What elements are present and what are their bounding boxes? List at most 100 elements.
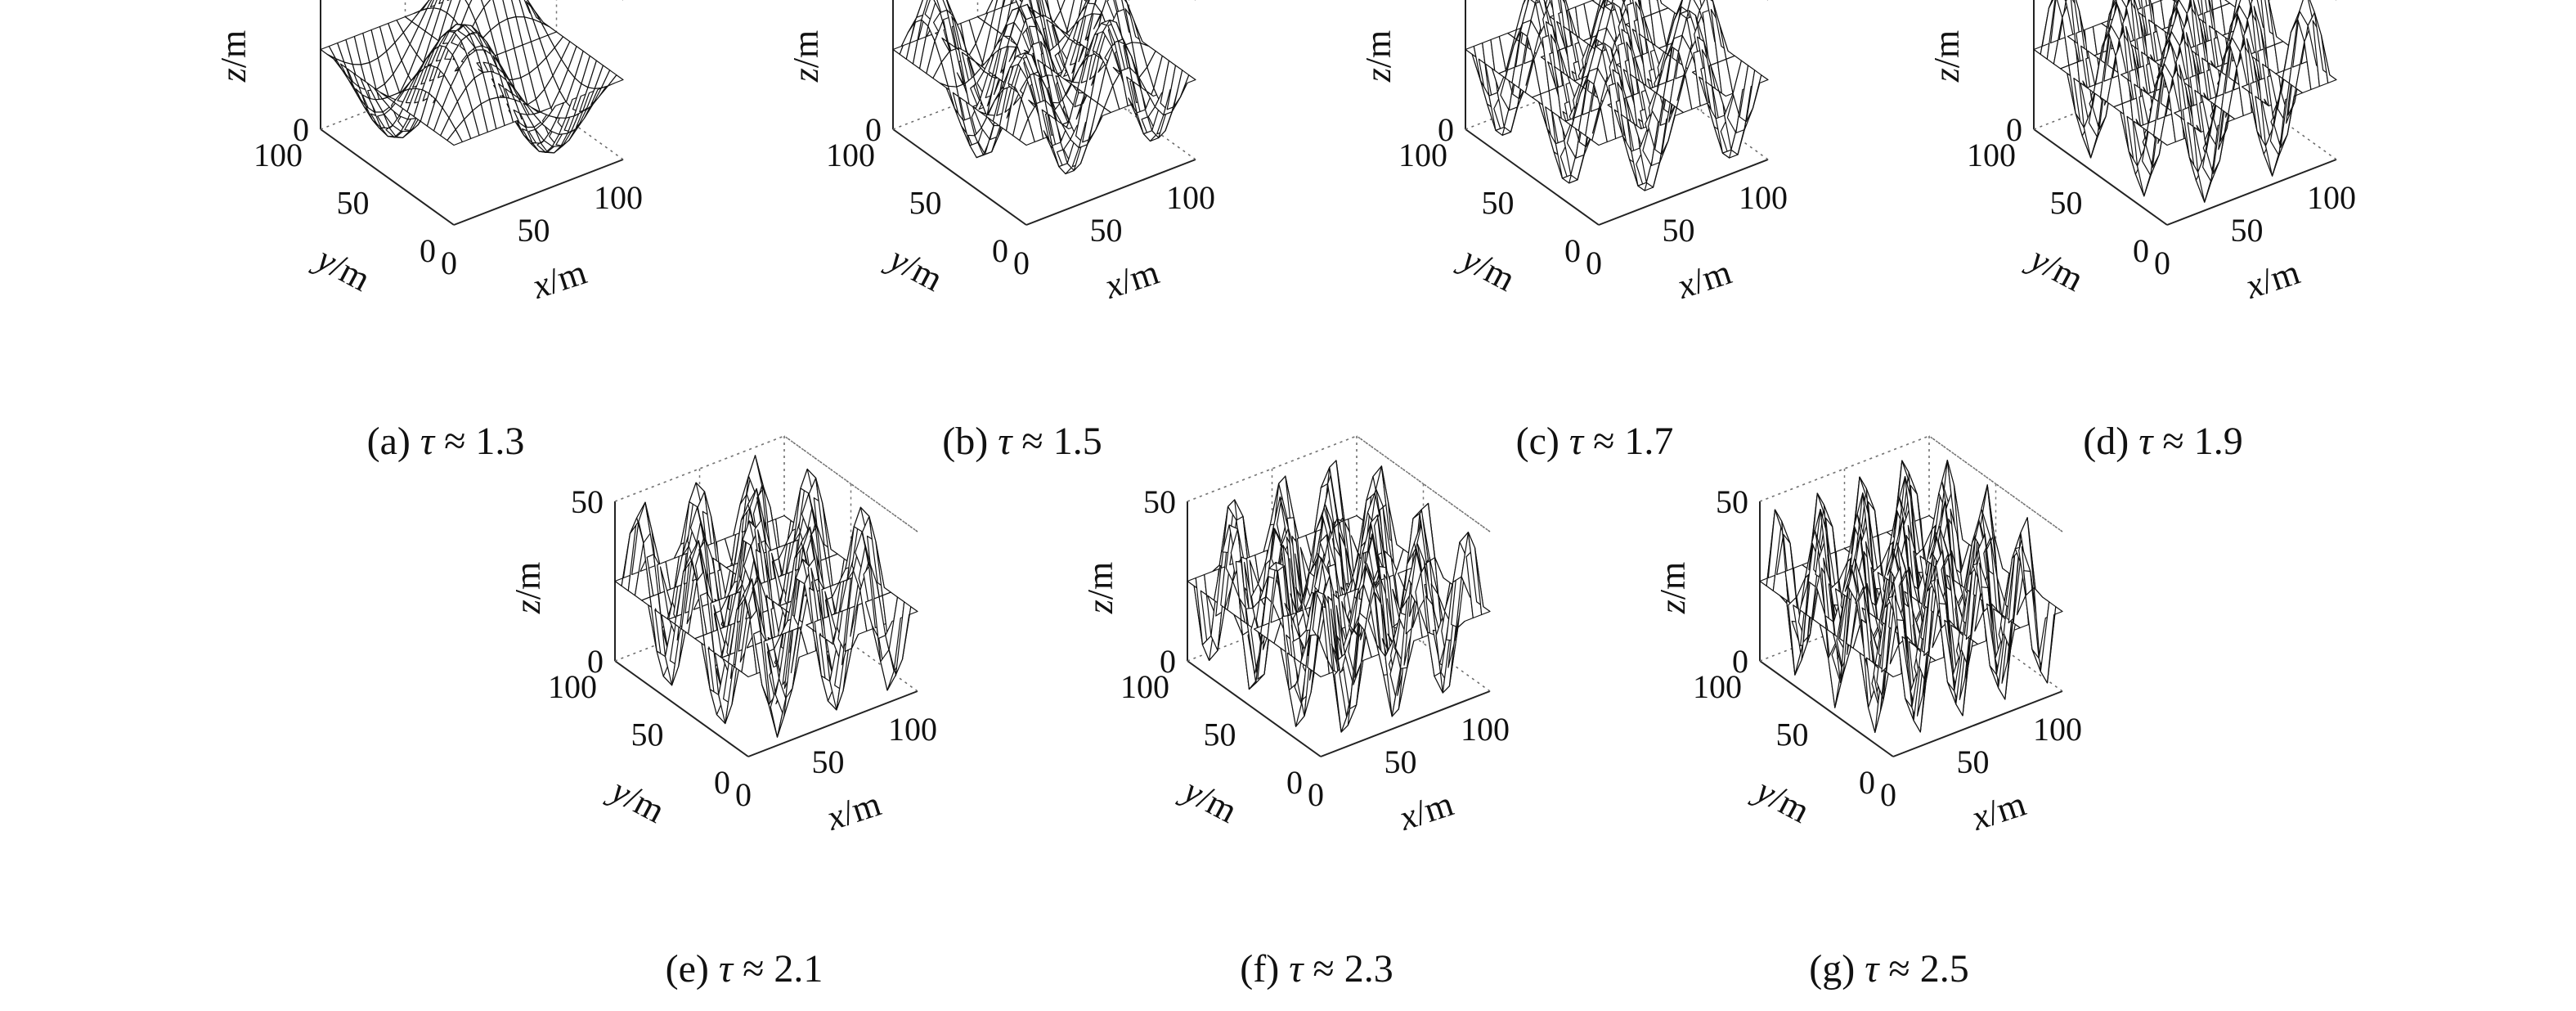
z-tick-label: 50: [571, 483, 604, 520]
surface-cell: [1752, 74, 1769, 109]
box-edge: [783, 435, 918, 532]
axis-line: [614, 660, 749, 757]
axis-line: [1892, 690, 2063, 757]
surface-cell: [1015, 0, 1024, 9]
surface-cell: [1605, 0, 1613, 5]
x-tick-label: 100: [1166, 179, 1215, 216]
panel-caption: (d) τ ≈ 1.9: [2083, 420, 2243, 463]
panel-caption: (c) τ ≈ 1.7: [1516, 420, 1674, 463]
y-tick-label: 100: [254, 137, 303, 173]
y-tick-label: 100: [548, 668, 597, 705]
tau-symbol: τ: [719, 947, 734, 991]
z-axis-title: z/m: [1927, 30, 1967, 83]
axis-line: [320, 128, 455, 226]
panel-caption: (e) τ ≈ 2.1: [666, 947, 824, 991]
surface-mesh: [320, 0, 624, 154]
approx-symbol: ≈: [444, 420, 465, 463]
y-tick-label: 0: [2133, 232, 2149, 269]
x-tick-label: 100: [888, 711, 937, 748]
x-tick-label: 50: [1957, 744, 1990, 780]
y-tick-label: 50: [1776, 717, 1809, 753]
box-edge: [1061, 63, 1196, 160]
z-axis-title: z/m: [508, 562, 548, 615]
x-tick-label: 0: [1586, 245, 1602, 281]
axis-line: [2166, 159, 2337, 226]
x-tick-label: 100: [2033, 711, 2082, 748]
z-tick-label: 50: [1716, 483, 1748, 520]
surface-cell: [2108, 0, 2117, 15]
box-edge: [1928, 595, 2063, 692]
y-tick-label: 0: [1859, 764, 1875, 801]
axis-line: [1598, 159, 1769, 226]
x-tick-label: 0: [2154, 245, 2170, 281]
surface-cell: [1591, 0, 1601, 7]
x-tick-label: 0: [441, 245, 457, 281]
z-axis-title: z/m: [786, 30, 826, 83]
z-axis-title: z/m: [213, 30, 254, 83]
surface-cell: [1179, 74, 1196, 98]
panel-label: (d): [2083, 420, 2129, 463]
axis-line: [1187, 660, 1322, 757]
surface-mesh: [614, 455, 918, 738]
tau-symbol: τ: [1289, 947, 1304, 991]
z-tick-label: 0: [865, 111, 882, 148]
x-tick-label: 0: [735, 776, 752, 813]
x-tick-label: 0: [1013, 245, 1030, 281]
y-tick-label: 0: [1564, 232, 1581, 269]
approx-symbol: ≈: [1888, 947, 1910, 991]
z-tick-label: 0: [1732, 643, 1748, 680]
x-tick-label: 0: [1880, 776, 1896, 813]
approx-symbol: ≈: [1313, 947, 1334, 991]
surface-cell: [447, 0, 451, 2]
x-axis-title: x/m: [1099, 252, 1164, 307]
tau-value: 1.7: [1624, 420, 1673, 463]
y-axis-title: y/m: [602, 769, 671, 831]
surface-cell: [2048, 0, 2054, 9]
panel-caption: (g) τ ≈ 2.5: [1809, 947, 1969, 991]
z-axis-title: z/m: [1358, 30, 1398, 83]
surface-mesh: [1465, 0, 1769, 191]
approx-symbol: ≈: [743, 947, 764, 991]
x-tick-label: 50: [1663, 212, 1695, 249]
z-tick-label: 50: [1143, 483, 1176, 520]
panel-label: (f): [1240, 947, 1279, 991]
axis-line: [453, 159, 624, 226]
x-tick-label: 100: [1739, 179, 1788, 216]
axis-line: [1320, 690, 1491, 757]
tau-value: 1.5: [1053, 420, 1102, 463]
panel-label: (e): [666, 947, 709, 991]
surface-cell: [2046, 606, 2063, 684]
y-axis-title: y/m: [880, 237, 949, 299]
grid-line: [614, 435, 918, 532]
z-tick-label: 0: [1160, 643, 1176, 680]
box-edge: [1356, 435, 1491, 532]
y-tick-label: 100: [1967, 137, 2016, 173]
surface-cell: [1598, 0, 1605, 13]
x-tick-label: 50: [518, 212, 550, 249]
panel-label: (c): [1516, 420, 1560, 463]
x-tick-label: 50: [1090, 212, 1123, 249]
surface-cell: [1522, 0, 1526, 6]
surface-cell: [428, 0, 430, 2]
surface-mesh: [1187, 460, 1491, 733]
z-axis-title: z/m: [1653, 562, 1693, 615]
axis-line: [892, 128, 1027, 226]
x-tick-label: 100: [1461, 711, 1510, 748]
z-tick-label: 0: [1438, 111, 1454, 148]
grid-line: [1759, 435, 2063, 532]
surface-cell: [1673, 0, 1684, 21]
surface-cell: [607, 74, 624, 87]
x-tick-label: 50: [2231, 212, 2264, 249]
x-tick-label: 100: [594, 179, 643, 216]
z-tick-label: 0: [293, 111, 309, 148]
tau-value: 1.9: [2194, 420, 2243, 463]
x-tick-label: 50: [812, 744, 845, 780]
x-axis-title: x/m: [527, 252, 591, 307]
tau-symbol: τ: [998, 420, 1013, 463]
x-axis-title: x/m: [1672, 252, 1736, 307]
z-tick-label: 0: [2006, 111, 2022, 148]
z-axis-title: z/m: [1080, 562, 1120, 615]
